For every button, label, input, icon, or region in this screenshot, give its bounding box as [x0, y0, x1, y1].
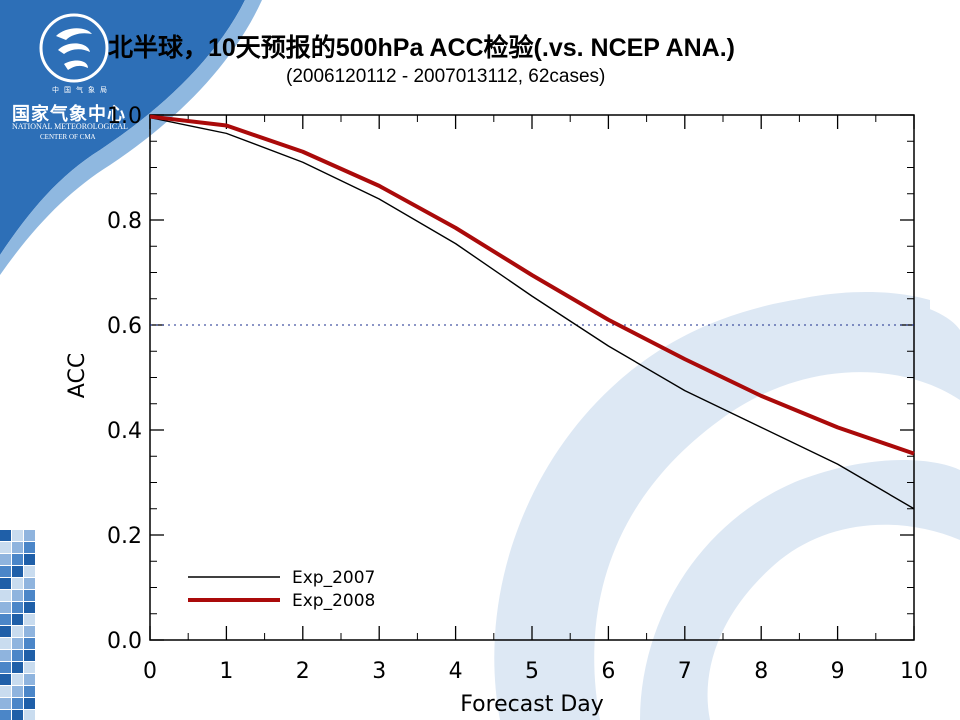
legend-label-exp-2007: Exp_2007: [292, 568, 375, 588]
x-tick-label: 1: [219, 659, 233, 684]
checker-cell: [24, 662, 35, 673]
slide-title: 北半球，10天预报的500hPa ACC检验(.vs. NCEP ANA.): [108, 34, 735, 62]
x-tick-label: 6: [601, 659, 615, 684]
checker-cell: [24, 710, 35, 720]
checker-cell: [0, 638, 11, 649]
checker-cell: [12, 686, 23, 697]
checker-cell: [0, 698, 11, 709]
checker-cell: [24, 542, 35, 553]
x-tick-label: 7: [678, 659, 692, 684]
x-tick-label: 3: [372, 659, 386, 684]
checker-cell: [24, 554, 35, 565]
checker-cell: [0, 650, 11, 661]
blue-wave-band: [0, 0, 262, 275]
checker-cell: [0, 566, 11, 577]
logo-org-small: 中国气象局: [52, 86, 112, 94]
x-tick-label: 2: [296, 659, 310, 684]
legend-label-exp-2008: Exp_2008: [292, 591, 375, 611]
checker-cell: [0, 530, 11, 541]
slide-subtitle: (2006120112 - 2007013112, 62cases): [286, 66, 606, 87]
checker-cell: [24, 626, 35, 637]
y-tick-label: 0.0: [107, 629, 142, 654]
checker-cell: [0, 602, 11, 613]
checker-cell: [12, 590, 23, 601]
checker-cell: [24, 686, 35, 697]
checker-cell: [0, 662, 11, 673]
y-tick-label: 0.4: [107, 419, 142, 444]
legend: Exp_2007 Exp_2008: [188, 568, 375, 611]
series-line-exp-2008: [149, 114, 915, 456]
checker-cell: [12, 638, 23, 649]
checker-cell: [0, 578, 11, 589]
checker-cell: [12, 530, 23, 541]
checker-cell: [0, 590, 11, 601]
checker-cell: [0, 554, 11, 565]
checker-cell: [12, 650, 23, 661]
x-tick-label: 0: [143, 659, 157, 684]
checker-cell: [24, 650, 35, 661]
x-tick-labels: 0 1 2 3 4 5 6 7 8 9 10: [143, 659, 928, 684]
checker-cell: [12, 542, 23, 553]
x-tick-label: 9: [831, 659, 845, 684]
axis-ticks: [149, 114, 915, 641]
checker-cell: [24, 614, 35, 625]
checker-cell: [12, 698, 23, 709]
y-tick-label: 1.0: [107, 104, 142, 129]
series-line-exp-2007: [149, 116, 915, 510]
checker-cell: [24, 698, 35, 709]
checker-cell: [12, 602, 23, 613]
checker-cell: [12, 614, 23, 625]
y-tick-labels: 0.0 0.2 0.4 0.6 0.8 1.0: [107, 104, 142, 654]
logo-org-name-en-2: CENTER OF CMA: [40, 133, 96, 141]
logo-org-name-cn: 国家气象中心: [12, 104, 126, 125]
x-axis-label: Forecast Day: [460, 692, 604, 717]
checker-cell: [0, 686, 11, 697]
checker-cell: [24, 674, 35, 685]
checker-cell: [0, 674, 11, 685]
y-axis-label: ACC: [65, 353, 90, 398]
logo-org-name-en-1: NATIONAL METEOROLOGICAL: [12, 122, 128, 131]
checker-cell: [12, 626, 23, 637]
checker-cell: [0, 542, 11, 553]
watermark-logo-icon: [494, 291, 960, 720]
checker-cell: [0, 614, 11, 625]
series-lines: [149, 114, 915, 510]
checker-cell: [12, 710, 23, 720]
checker-cell: [24, 530, 35, 541]
checker-cell: [24, 638, 35, 649]
checker-cell: [12, 578, 23, 589]
checker-cell: [24, 590, 35, 601]
x-tick-label: 5: [525, 659, 539, 684]
checker-cell: [24, 578, 35, 589]
y-tick-label: 0.8: [107, 209, 142, 234]
x-tick-label: 10: [900, 659, 928, 684]
checker-cell: [12, 662, 23, 673]
checkered-strip: [0, 530, 35, 720]
checker-cell: [24, 602, 35, 613]
checker-cell: [24, 566, 35, 577]
plot-frame: [149, 114, 915, 641]
y-tick-label: 0.6: [107, 314, 142, 339]
x-tick-label: 8: [754, 659, 768, 684]
x-tick-label: 4: [449, 659, 463, 684]
checker-cell: [12, 674, 23, 685]
checker-cell: [12, 566, 23, 577]
cma-swirl-logo-icon: [39, 13, 109, 83]
checker-cell: [0, 710, 11, 720]
checker-cell: [12, 554, 23, 565]
y-tick-label: 0.2: [107, 524, 142, 549]
checker-cell: [0, 626, 11, 637]
